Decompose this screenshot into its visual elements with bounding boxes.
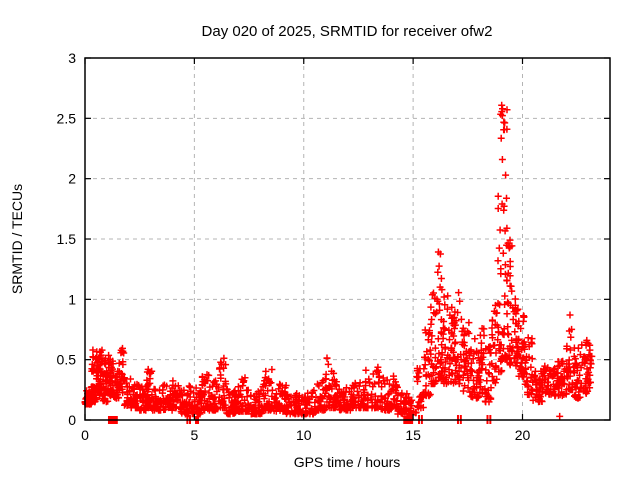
data-point-cluster xyxy=(361,363,384,412)
data-point-cluster xyxy=(427,289,441,388)
data-point-cluster xyxy=(552,357,570,400)
data-point-cluster xyxy=(481,343,496,406)
data-point-cluster xyxy=(444,303,458,387)
data-point-cluster xyxy=(104,351,117,400)
data-point-cluster xyxy=(563,311,577,394)
plot-border-and-ticks xyxy=(84,57,611,421)
tick-labels: 0 5 10 15 20 0 0.5 1 1.5 2 2.5 3 xyxy=(57,50,531,443)
data-point-cluster xyxy=(322,354,336,412)
data-point-cluster xyxy=(578,336,594,397)
data-point-cluster xyxy=(475,325,489,397)
x-axis-label: GPS time / hours xyxy=(294,454,401,470)
y-axis-label: SRMTID / TECUs xyxy=(9,184,25,294)
data-point-cluster xyxy=(120,374,135,409)
data-point-cluster xyxy=(394,389,413,418)
y-tick-label: 1 xyxy=(68,291,76,307)
x-tick-label: 20 xyxy=(515,427,531,443)
x-tick-label: 0 xyxy=(81,427,89,443)
y-tick-label: 3 xyxy=(68,50,76,66)
data-point-cluster xyxy=(223,385,242,418)
chart-title: Day 020 of 2025, SRMTID for receiver ofw… xyxy=(202,23,493,40)
data-point-cluster xyxy=(148,385,165,414)
data-point-cluster xyxy=(497,101,509,142)
data-point-cluster xyxy=(521,334,536,399)
data-point-cluster xyxy=(377,374,395,414)
data-point-cluster xyxy=(421,326,434,400)
y-tick-label: 0 xyxy=(68,412,76,428)
data-point-cluster xyxy=(176,386,193,418)
data-point-cluster xyxy=(438,286,452,388)
data-point-cluster xyxy=(488,301,501,387)
data-point-cluster xyxy=(348,379,368,412)
y-tick-label: 1.5 xyxy=(57,231,77,247)
data-point-cluster xyxy=(215,354,230,412)
x-tick-label: 5 xyxy=(190,427,198,443)
data-point-cluster xyxy=(504,236,516,369)
data-point-cluster xyxy=(586,352,596,386)
data-point-cluster xyxy=(208,377,222,414)
data-point-cluster xyxy=(234,374,253,415)
y-tick-label: 2.5 xyxy=(57,110,77,126)
data-point-cluster xyxy=(136,382,150,414)
y-tick-label: 2 xyxy=(68,171,76,187)
data-point-cluster xyxy=(466,335,483,402)
data-point-cluster xyxy=(169,377,182,412)
data-point-cluster xyxy=(406,396,420,419)
x-tick-label: 10 xyxy=(296,427,312,443)
data-point-cluster xyxy=(142,365,156,412)
x-tick-label: 15 xyxy=(405,427,421,443)
y-tick-label: 0.5 xyxy=(57,352,77,368)
scatter-data-points xyxy=(81,101,596,420)
data-point-outlier xyxy=(556,412,564,420)
